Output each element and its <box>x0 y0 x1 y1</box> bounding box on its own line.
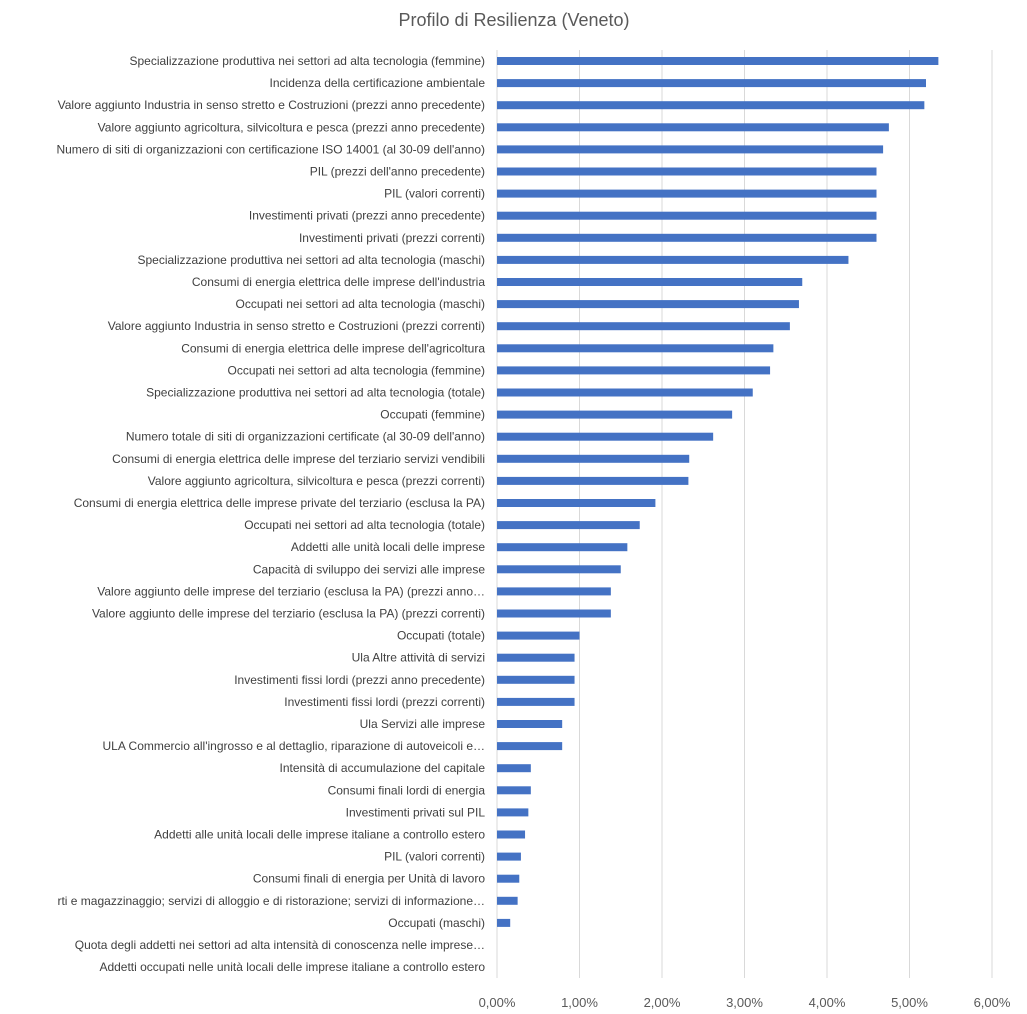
bar <box>497 79 926 88</box>
bar <box>497 454 690 463</box>
bar <box>497 189 877 198</box>
x-tick-label: 2,00% <box>644 995 681 1010</box>
category-label: Occupati nei settori ad alta tecnologia … <box>228 363 485 377</box>
category-label: PIL (valori correnti) <box>384 850 485 864</box>
bar <box>497 631 580 640</box>
bar <box>497 587 611 596</box>
bar <box>497 366 771 375</box>
bar <box>497 697 575 706</box>
category-label: Valore aggiunto Industria in senso stret… <box>58 98 485 112</box>
category-label: Consumi di energia elettrica delle impre… <box>112 452 485 466</box>
bar <box>497 233 877 242</box>
bar <box>497 57 939 65</box>
category-label: ULA Commercio all'ingrosso e al dettagli… <box>103 739 485 753</box>
x-tick-label: 1,00% <box>561 995 598 1010</box>
category-label: Addetti alle unità locali delle imprese … <box>154 828 485 842</box>
x-tick-label: 3,00% <box>726 995 763 1010</box>
bar <box>497 565 621 574</box>
bar <box>497 521 640 530</box>
category-label: Occupati (maschi) <box>388 916 485 930</box>
category-label: Addetti alle unità locali delle imprese <box>291 540 485 554</box>
bar <box>497 123 889 132</box>
category-label: Intensità di accumulazione del capitale <box>280 761 486 775</box>
x-tick-label: 6,00% <box>974 995 1011 1010</box>
bar <box>497 852 521 861</box>
bar <box>497 874 520 883</box>
bar <box>497 278 803 286</box>
category-label: Consumi di energia elettrica delle impre… <box>192 275 485 289</box>
bar <box>497 918 511 927</box>
category-label: PIL (valori correnti) <box>384 187 485 201</box>
category-label: PIL (prezzi dell'anno precedente) <box>310 165 485 179</box>
bar <box>497 300 799 309</box>
bar <box>497 896 518 905</box>
category-label: Valore aggiunto Industria in senso stret… <box>108 319 485 333</box>
bars <box>497 57 939 927</box>
bar <box>497 167 877 176</box>
bar <box>497 830 526 839</box>
category-label: Investimenti privati (prezzi anno preced… <box>249 209 485 223</box>
category-label: Investimenti fissi lordi (prezzi corrent… <box>284 695 485 709</box>
bar <box>497 764 531 773</box>
bar <box>497 653 575 662</box>
category-label: Occupati nei settori ad alta tecnologia … <box>236 297 485 311</box>
chart-title: Profilo di Resilienza (Veneto) <box>398 10 629 30</box>
x-tick-label: 0,00% <box>479 995 516 1010</box>
category-label: Specializzazione produttiva nei settori … <box>137 253 485 267</box>
category-label: Ula Servizi alle imprese <box>360 717 486 731</box>
category-label: Valore aggiunto agricoltura, silvicoltur… <box>98 120 485 134</box>
category-label: Valore aggiunto agricoltura, silvicoltur… <box>148 474 485 488</box>
bar <box>497 255 849 264</box>
bar <box>497 675 575 684</box>
category-label: Incidenza della certificazione ambiental… <box>270 76 486 90</box>
bar <box>497 720 563 728</box>
category-label: Capacità di sviluppo dei servizi alle im… <box>253 562 485 576</box>
category-label: Consumi di energia elettrica delle impre… <box>181 341 485 355</box>
category-label: Occupati (totale) <box>397 629 485 643</box>
bar <box>497 742 563 751</box>
category-label: Occupati nei settori ad alta tecnologia … <box>244 518 485 532</box>
category-label: Specializzazione produttiva nei settori … <box>129 54 485 68</box>
category-label: Valore aggiunto delle imprese del terzia… <box>97 584 485 598</box>
category-label: Consumi finali di energia per Unità di l… <box>253 872 485 886</box>
category-label: Addetti occupati nelle unità locali dell… <box>99 960 485 974</box>
category-label: Quota degli addetti nei settori ad alta … <box>75 938 485 952</box>
bar <box>497 543 628 552</box>
bar <box>497 322 790 331</box>
bar <box>497 211 877 220</box>
category-label: Consumi finali lordi di energia <box>328 783 486 797</box>
category-label: Investimenti privati (prezzi correnti) <box>299 231 485 245</box>
category-label: Occupati (femmine) <box>380 408 485 422</box>
category-label: Investimenti fissi lordi (prezzi anno pr… <box>234 673 485 687</box>
x-axis-ticks: 0,00% 1,00% 2,00% 3,00% 4,00% 5,00% 6,00% <box>479 995 1011 1010</box>
category-label: Specializzazione produttiva nei settori … <box>146 386 485 400</box>
x-tick-label: 4,00% <box>809 995 846 1010</box>
category-labels: Specializzazione produttiva nei settori … <box>56 54 485 974</box>
bar <box>497 388 753 397</box>
category-label: Ula Altre attività di servizi <box>352 651 485 665</box>
bar <box>497 410 733 419</box>
bar <box>497 145 884 154</box>
bar <box>497 476 689 485</box>
bar <box>497 101 925 110</box>
bar <box>497 499 656 507</box>
category-label: Valore aggiunto delle imprese del terzia… <box>92 607 485 621</box>
category-label: Numero totale di siti di organizzazioni … <box>126 430 485 444</box>
bar <box>497 609 611 618</box>
bar <box>497 786 531 795</box>
category-label: Numero di siti di organizzazioni con cer… <box>56 142 485 156</box>
bar <box>497 432 714 441</box>
gridlines <box>496 50 993 978</box>
category-label: Investimenti privati sul PIL <box>346 805 486 819</box>
category-label: Consumi di energia elettrica delle impre… <box>74 496 485 510</box>
bar <box>497 808 529 817</box>
category-label: rti e magazzinaggio; servizi di alloggio… <box>57 894 485 908</box>
bar <box>497 344 774 353</box>
x-tick-label: 5,00% <box>891 995 928 1010</box>
